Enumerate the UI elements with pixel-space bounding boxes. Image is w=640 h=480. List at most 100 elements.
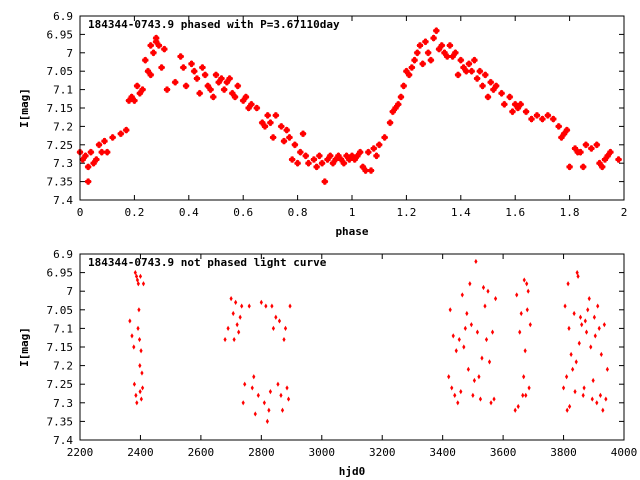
phased-chart-title: 184344-0743.9 phased with P=3.67110day — [88, 18, 340, 31]
data-point — [234, 299, 238, 305]
x-tick-label: 2800 — [248, 446, 275, 459]
data-point — [486, 288, 490, 294]
data-point — [487, 359, 492, 365]
data-point — [177, 52, 185, 61]
y-tick-label: 7.4 — [53, 194, 73, 207]
data-point — [326, 152, 334, 160]
data-point — [522, 277, 526, 283]
data-point — [103, 148, 111, 156]
y-tick-label: 7.1 — [53, 84, 73, 97]
phased-plot-frame — [79, 15, 625, 201]
x-tick-label: 3600 — [490, 446, 517, 459]
data-point — [492, 396, 496, 402]
data-point — [576, 148, 585, 156]
data-point — [247, 100, 255, 108]
data-point — [138, 273, 143, 279]
y-tick-label: 7 — [66, 285, 73, 298]
data-point — [139, 396, 143, 402]
data-point — [468, 67, 476, 75]
data-point — [481, 71, 489, 79]
data-point — [533, 111, 541, 119]
data-point — [566, 163, 574, 171]
data-point — [525, 281, 529, 287]
data-point — [476, 67, 484, 75]
data-point — [288, 155, 296, 164]
data-point — [182, 82, 190, 90]
data-point — [427, 56, 435, 64]
data-point — [572, 310, 576, 317]
data-point — [304, 159, 313, 167]
data-point — [454, 71, 462, 79]
data-point — [527, 385, 531, 391]
data-point — [459, 389, 463, 395]
data-point — [229, 296, 233, 302]
data-point — [160, 45, 168, 53]
data-point — [523, 348, 527, 354]
unphased-x-axis-label: hjd0 — [339, 465, 366, 478]
data-point — [419, 60, 427, 68]
data-point — [489, 400, 493, 406]
data-point — [226, 75, 234, 83]
data-point — [340, 159, 348, 167]
data-point — [498, 89, 506, 97]
y-tick-label: 7.3 — [53, 397, 73, 410]
unphased-chart-title: 184344-0743.9 not phased light curve — [88, 256, 327, 269]
data-point — [256, 392, 260, 398]
data-point — [566, 281, 570, 287]
data-point — [163, 86, 171, 94]
data-point — [264, 303, 268, 309]
data-point — [134, 392, 138, 398]
data-point — [100, 137, 109, 145]
data-point — [171, 78, 179, 86]
data-point — [574, 359, 578, 365]
data-point — [475, 329, 480, 335]
phased-data-points — [76, 27, 623, 186]
data-point — [563, 126, 571, 134]
data-point — [243, 381, 247, 387]
data-point — [525, 307, 529, 313]
data-point — [217, 75, 225, 83]
data-point — [518, 329, 522, 335]
data-point — [149, 49, 157, 57]
data-point — [190, 67, 198, 75]
x-tick-label: 0.6 — [233, 206, 253, 219]
data-point — [122, 126, 130, 134]
data-point — [568, 403, 572, 410]
data-point — [187, 60, 196, 68]
data-point — [438, 41, 446, 49]
data-point — [524, 392, 528, 398]
data-point — [564, 374, 569, 380]
data-point — [462, 67, 470, 75]
data-point — [465, 310, 469, 317]
data-point — [579, 163, 587, 171]
data-point — [580, 322, 584, 328]
data-point — [282, 336, 286, 343]
data-point — [589, 344, 593, 350]
y-tick-label: 7.1 — [53, 322, 73, 335]
unphased-plot-frame — [79, 253, 625, 441]
data-point — [315, 152, 323, 160]
data-point — [575, 270, 579, 276]
data-point — [270, 303, 274, 309]
data-point — [140, 385, 145, 391]
unphased-axes-ticks: 2200 2400 2600 2800 3000 3200 3400 3600 3800 4000… — [47, 248, 638, 459]
data-point — [430, 34, 438, 42]
y-tick-label: 7.15 — [47, 341, 74, 354]
x-tick-label: 1 — [349, 206, 356, 219]
data-point — [472, 377, 476, 384]
data-point — [318, 159, 326, 167]
data-point — [136, 281, 140, 287]
data-point — [478, 396, 483, 402]
data-point — [516, 403, 520, 410]
y-tick-label: 7.4 — [53, 434, 73, 447]
data-point — [586, 307, 590, 313]
phased-y-axis-label: I[mag] — [18, 88, 31, 128]
data-point — [137, 336, 142, 343]
data-point — [466, 366, 470, 372]
data-point — [598, 392, 603, 398]
data-point — [460, 292, 464, 298]
phased-axes-ticks: 0 0.2 0.4 0.6 0.8 1 1.2 1.4 1.6 1.8 2 6.9 6.95 7 7.05 7… — [47, 10, 628, 219]
data-point — [179, 63, 187, 72]
data-point — [583, 318, 587, 324]
